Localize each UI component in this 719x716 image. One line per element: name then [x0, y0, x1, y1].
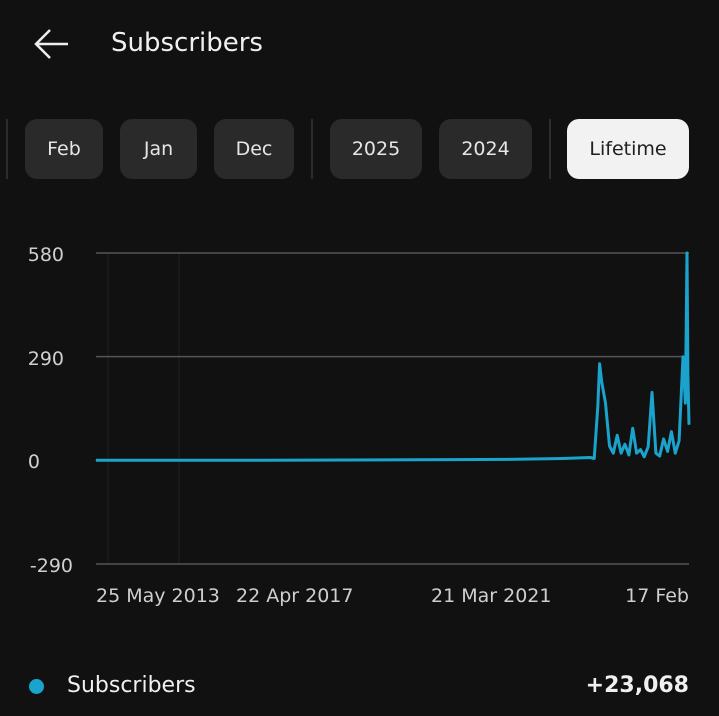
data-point [687, 374, 689, 376]
data-point [686, 252, 688, 254]
x-tick-label: 17 Feb [625, 585, 689, 607]
data-point [599, 363, 601, 365]
data-point [516, 458, 518, 460]
filter-dec[interactable]: Dec [214, 119, 294, 179]
y-tick-label: 290 [28, 348, 64, 370]
page-title: Subscribers [111, 28, 263, 58]
data-point [640, 449, 642, 451]
filter-2025[interactable]: 2025 [330, 119, 422, 179]
filter-lifetime[interactable]: Lifetime [567, 119, 689, 179]
divider [6, 119, 8, 179]
data-point [636, 452, 638, 454]
y-tick-label: -290 [30, 555, 73, 577]
x-tick-label: 25 May 2013 [96, 585, 220, 607]
data-point [655, 452, 657, 454]
data-point [616, 434, 618, 436]
data-point [667, 450, 669, 452]
x-tick-label: 22 Apr 2017 [236, 585, 353, 607]
legend-label: Subscribers [67, 673, 196, 698]
data-point [265, 459, 267, 461]
divider [549, 119, 551, 179]
data-point [670, 431, 672, 433]
data-point [562, 458, 564, 460]
data-point [682, 356, 684, 358]
data-point [605, 402, 607, 404]
data-point [597, 406, 599, 408]
total-value: +23,068 [585, 673, 689, 698]
data-point [647, 446, 649, 448]
legend: Subscribers +23,068 [0, 670, 719, 704]
data-point [593, 458, 595, 460]
data-point [608, 445, 610, 447]
data-point [624, 443, 626, 445]
period-filters: Feb Jan Dec 2025 2024 Lifetime [0, 119, 719, 179]
data-point [620, 452, 622, 454]
data-point [688, 424, 690, 426]
data-point [589, 456, 591, 458]
data-point [674, 452, 676, 454]
data-point [643, 456, 645, 458]
data-point [663, 438, 665, 440]
data-point [601, 381, 603, 383]
filter-feb[interactable]: Feb [25, 119, 103, 179]
data-point [612, 452, 614, 454]
x-tick-label: 21 Mar 2021 [431, 585, 551, 607]
data-point [632, 427, 634, 429]
data-point [684, 402, 686, 404]
arrow-left-icon[interactable] [32, 26, 72, 62]
data-point [628, 454, 630, 456]
y-tick-label: 0 [28, 451, 40, 473]
divider [311, 119, 313, 179]
filter-2024[interactable]: 2024 [439, 119, 532, 179]
y-tick-label: 580 [28, 244, 64, 266]
series-color-dot [29, 679, 44, 694]
data-point [95, 459, 97, 461]
filter-jan[interactable]: Jan [120, 119, 197, 179]
data-point [450, 459, 452, 461]
data-point [659, 455, 661, 457]
subscribers-chart: 580 290 0 -290 25 May 2013 22 Apr 2017 2… [28, 244, 691, 607]
data-point [678, 440, 680, 442]
data-point [651, 391, 653, 393]
header: Subscribers [0, 0, 719, 90]
